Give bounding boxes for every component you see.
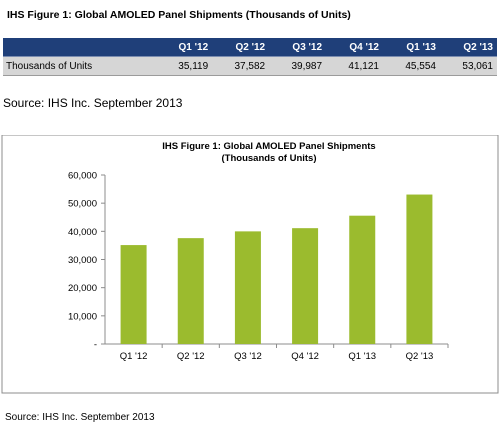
table-cell: 39,987 [269,56,327,76]
bar [406,194,433,344]
table-header-cell: Q2 '12 [212,38,270,57]
x-tick-label: Q2 '12 [177,351,205,362]
x-tick-label: Q4 '12 [291,351,319,362]
table-cell: 45,554 [383,56,440,76]
source-note-bottom: Source: IHS Inc. September 2013 [5,412,155,423]
chart-title-line-1: IHS Figure 1: Global AMOLED Panel Shipme… [162,141,375,152]
y-tick-label: 60,000 [68,171,97,182]
table-cell: 41,121 [326,56,383,76]
source-note: Source: IHS Inc. September 2013 [3,96,183,110]
table-header-cell: Q2 '13 [439,38,497,57]
shipments-table: Q1 '12 Q2 '12 Q3 '12 Q4 '12 Q1 '13 Q2 '1… [3,38,497,76]
bar [292,228,319,344]
plot-area: - 10,000 20,000 30,000 40,000 50,000 60,000 Q1 … [68,171,449,362]
table-header-cell: Q1 '13 [383,38,440,57]
y-tick-label: 30,000 [68,255,97,266]
x-tick-label: Q3 '12 [234,351,262,362]
x-tick-label: Q1 '12 [120,351,148,362]
y-tick-label: - [94,340,97,351]
bar [234,231,261,344]
x-tick-label: Q2 '13 [406,351,434,362]
table-corner-cell [3,38,157,57]
chart-border [1,135,499,394]
bar [120,245,147,344]
table-cell: 37,582 [212,56,270,76]
x-tick-label: Q1 '13 [348,351,376,362]
y-tick-label: 40,000 [68,227,97,238]
table-header-cell: Q1 '12 [156,38,213,57]
bar [349,215,376,344]
y-tick-label: 50,000 [68,199,97,210]
table-header-row: Q1 '12 Q2 '12 Q3 '12 Q4 '12 Q1 '13 Q2 '1… [3,38,497,57]
y-tick-label: 10,000 [68,311,97,322]
bar [177,238,204,344]
table-header-cell: Q3 '12 [269,38,327,57]
table-cell: 53,061 [439,56,497,76]
shipments-bar-chart: IHS Figure 1: Global AMOLED Panel Shipme… [1,135,499,394]
table-row-label: Thousands of Units [3,56,157,76]
y-tick-label: 20,000 [68,283,97,294]
chart-title-line-2: (Thousands of Units) [222,153,317,164]
table-row: Thousands of Units 35,119 37,582 39,987 … [3,56,497,76]
table-cell: 35,119 [156,56,213,76]
table-header-cell: Q4 '12 [326,38,383,57]
figure-title: IHS Figure 1: Global AMOLED Panel Shipme… [7,9,351,21]
